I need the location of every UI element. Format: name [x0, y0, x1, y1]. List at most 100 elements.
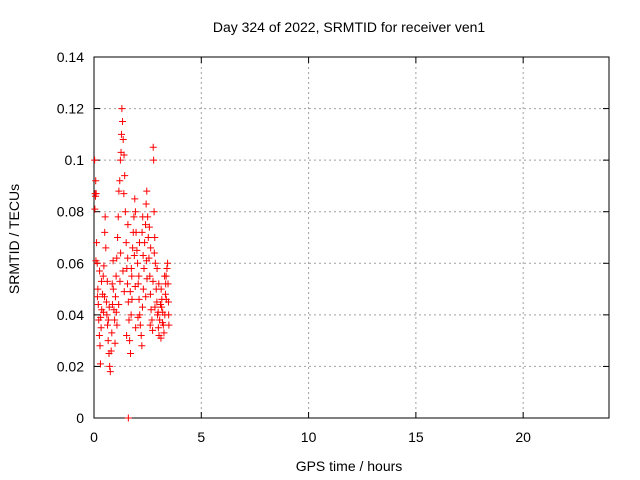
data-point — [104, 316, 112, 324]
data-point — [138, 228, 146, 236]
data-point — [94, 285, 102, 293]
data-point — [133, 246, 141, 254]
data-point — [100, 262, 108, 270]
data-point — [109, 257, 117, 265]
data-point — [113, 321, 121, 329]
data-point — [162, 295, 170, 303]
data-point — [131, 195, 139, 203]
data-point — [124, 254, 132, 262]
data-point — [95, 331, 103, 339]
data-point — [91, 205, 99, 213]
data-point — [104, 321, 112, 329]
data-point — [147, 306, 155, 314]
data-point — [111, 316, 119, 324]
data-point — [96, 342, 104, 350]
data-point — [123, 331, 131, 339]
data-point — [117, 249, 125, 257]
data-point — [161, 272, 169, 280]
data-point — [151, 259, 159, 267]
data-point — [109, 285, 117, 293]
data-point — [157, 334, 165, 342]
data-point — [92, 190, 100, 198]
data-point — [151, 234, 159, 241]
data-point — [150, 156, 158, 164]
data-point — [111, 293, 119, 301]
data-point — [146, 321, 154, 329]
data-points — [91, 105, 173, 422]
data-point — [127, 264, 135, 272]
data-point — [126, 288, 134, 296]
data-point — [112, 308, 120, 316]
data-point — [126, 337, 134, 345]
data-point — [149, 143, 157, 151]
grid-lines — [94, 57, 609, 418]
data-point — [101, 213, 109, 221]
data-point — [150, 208, 158, 216]
data-point — [139, 213, 147, 221]
data-point — [91, 156, 99, 164]
data-point — [142, 221, 149, 229]
data-point — [165, 311, 173, 319]
data-point — [115, 187, 123, 195]
x-tick-label: 20 — [515, 429, 531, 445]
data-point — [93, 239, 101, 247]
data-point — [124, 414, 132, 422]
data-point — [150, 249, 158, 257]
data-point — [149, 326, 157, 334]
y-tick-label: 0.14 — [57, 49, 84, 65]
data-point — [130, 213, 138, 221]
data-point — [147, 244, 155, 252]
data-point — [127, 311, 135, 319]
data-point — [107, 347, 115, 355]
data-point — [135, 239, 143, 247]
data-point — [148, 316, 156, 324]
data-point — [99, 308, 107, 316]
data-point — [92, 257, 100, 265]
data-point — [119, 267, 127, 275]
data-point — [116, 277, 124, 285]
data-point — [139, 285, 147, 293]
data-point — [128, 295, 136, 303]
data-point — [97, 324, 105, 332]
axis-ticks: 0 0.02 0.04 0.06 0.08 0.1 0.12 0.14 0 5 10 15 20 — [57, 49, 609, 445]
data-point — [134, 259, 142, 267]
data-point — [155, 280, 163, 288]
data-point — [136, 321, 144, 329]
data-point — [114, 234, 122, 241]
data-point — [128, 272, 136, 280]
data-point — [102, 244, 110, 252]
data-point — [118, 105, 126, 113]
data-point — [144, 234, 152, 241]
data-point — [153, 298, 161, 306]
data-point — [142, 293, 150, 301]
data-point — [135, 295, 143, 303]
data-point — [116, 177, 124, 185]
data-point — [138, 303, 146, 311]
data-point — [140, 264, 148, 272]
x-axis-label: GPS time / hours — [296, 458, 403, 474]
data-point — [121, 208, 129, 216]
data-point — [97, 313, 105, 321]
data-point — [131, 208, 139, 216]
y-tick-label: 0.1 — [65, 152, 85, 168]
y-tick-label: 0 — [76, 410, 84, 426]
y-axis-label: SRMTID / TECUs — [6, 184, 22, 294]
data-point — [92, 177, 100, 185]
data-point — [153, 264, 161, 272]
data-point — [143, 257, 151, 265]
data-point — [112, 272, 120, 280]
data-point — [122, 239, 130, 247]
data-point — [134, 313, 142, 321]
data-point — [99, 272, 107, 280]
data-point — [114, 213, 122, 221]
data-point — [161, 290, 169, 298]
data-point — [120, 288, 128, 296]
data-point — [94, 301, 102, 309]
data-point — [146, 290, 154, 298]
data-point — [108, 280, 116, 288]
x-tick-label: 0 — [90, 429, 98, 445]
data-point — [160, 329, 168, 337]
data-point — [131, 282, 139, 290]
data-point — [138, 342, 146, 350]
data-point — [137, 331, 145, 339]
